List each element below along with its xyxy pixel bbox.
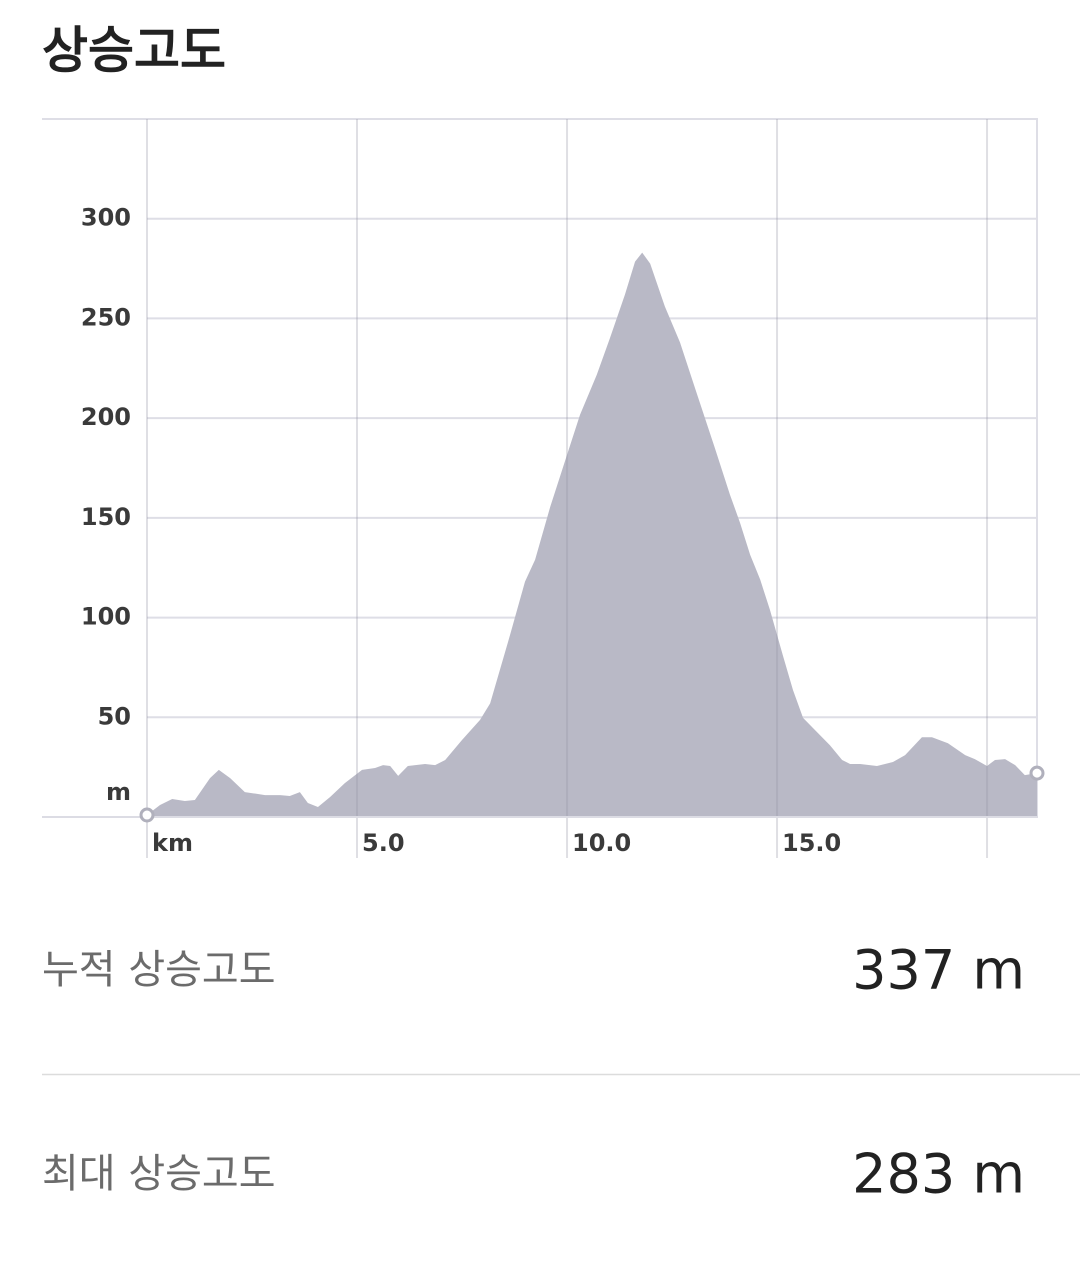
y-tick-label: 100 — [81, 603, 131, 631]
elevation-area — [147, 252, 1037, 818]
stat-value: 337 m — [852, 939, 1025, 1002]
y-tick-label: 250 — [81, 303, 131, 331]
y-tick-label: 300 — [81, 204, 131, 232]
x-tick-label: 15.0 — [782, 829, 841, 857]
stat-value: 283 m — [852, 1143, 1025, 1206]
y-tick-label: 50 — [98, 702, 131, 730]
y-tick-label: 200 — [81, 403, 131, 431]
x-tick-label: 5.0 — [362, 829, 405, 857]
endpoint-marker — [1029, 765, 1045, 781]
title: 상승고도 — [42, 22, 226, 80]
x-tick-label: km — [152, 829, 193, 857]
y-tick-label: m — [106, 778, 131, 806]
endpoint-marker — [139, 807, 155, 823]
stat-label: 최대 상승고도 — [42, 1151, 276, 1197]
y-tick-label: 150 — [81, 503, 131, 531]
x-tick-label: 10.0 — [572, 829, 631, 857]
chart: m 50 100 150 200 250 300 km 5.0 10.0 15.0 — [42, 118, 1045, 858]
stat-label: 누적 상승고도 — [42, 947, 276, 993]
